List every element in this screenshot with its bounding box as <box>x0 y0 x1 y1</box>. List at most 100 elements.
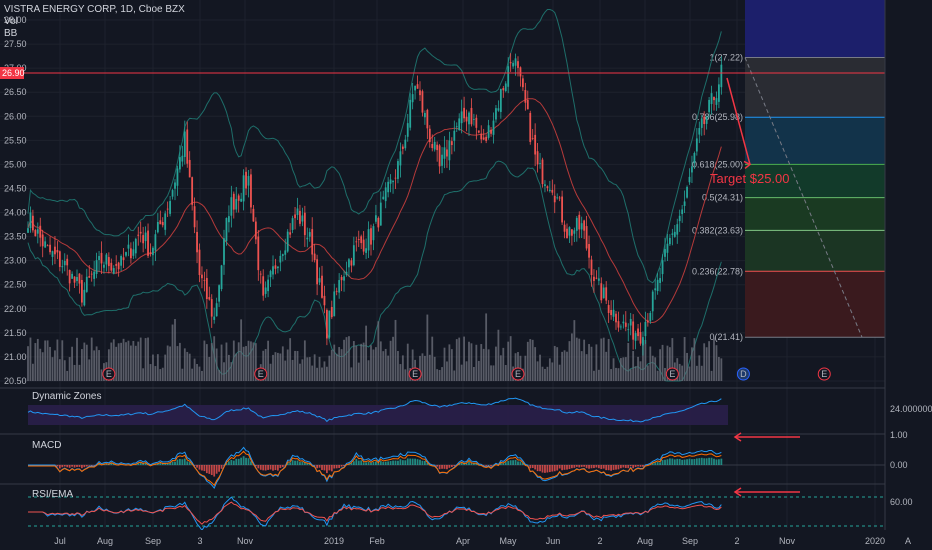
candle-body <box>201 274 203 279</box>
macd-histogram-bar <box>230 459 233 465</box>
fibonacci-retracement[interactable]: 1(27.22) 0.786(25.98) 0.618(25.00) 0.5(24.3… <box>692 0 885 342</box>
candle-body <box>308 232 311 237</box>
candle-body <box>624 322 627 327</box>
volume-bar <box>490 365 492 381</box>
macd-histogram-bar <box>519 461 522 465</box>
candle-body <box>181 155 184 162</box>
volume-bar <box>235 353 238 381</box>
auto-scale-button[interactable]: A <box>905 536 911 546</box>
macd-histogram-bar <box>620 465 622 469</box>
candle-body <box>348 259 350 268</box>
candle-body <box>36 229 39 234</box>
candle-body <box>446 149 448 157</box>
macd-histogram-bar <box>299 462 301 465</box>
volume-bar <box>536 361 539 381</box>
candle-body <box>76 276 78 282</box>
candle-body <box>544 184 546 187</box>
candle-body <box>335 290 338 292</box>
candle-body <box>514 58 517 66</box>
candle-body <box>659 278 661 283</box>
volume-bar <box>622 357 625 381</box>
macd-label[interactable]: MACD <box>32 440 61 451</box>
candle-body <box>27 228 29 233</box>
volume-bar <box>370 345 372 381</box>
volume-bar <box>450 349 453 381</box>
macd-histogram-bar <box>450 465 453 468</box>
candle-body <box>230 197 233 216</box>
candle-body <box>713 96 715 101</box>
volume-bar <box>311 365 314 381</box>
volume-bar <box>254 343 257 381</box>
fib-label: 0.786(25.98) <box>692 112 743 122</box>
bb-legend[interactable]: BB <box>4 28 18 39</box>
macd-histogram-bar <box>83 465 86 468</box>
y-tick-label: 24.50 <box>4 183 27 193</box>
candle-body <box>218 285 220 302</box>
candle-body <box>414 85 416 91</box>
macd-histogram-bar <box>183 458 186 465</box>
candle-body <box>330 307 333 318</box>
candle-body <box>553 195 556 203</box>
candle-body <box>63 260 66 266</box>
dynamic-zones-label[interactable]: Dynamic Zones <box>32 391 101 402</box>
macd-histogram-bar <box>718 459 720 465</box>
rsi-ema-label[interactable]: RSI/EMA <box>32 489 73 500</box>
annotations[interactable] <box>0 72 885 169</box>
macd-histogram-bar <box>181 459 184 465</box>
volume-bar <box>355 345 358 381</box>
macd-histogram-bar <box>142 463 145 465</box>
candle-body <box>409 99 412 128</box>
candle-body <box>433 141 436 150</box>
macd-histogram-bar <box>534 465 537 470</box>
macd-histogram-bar <box>615 465 617 470</box>
macd-histogram-bar <box>375 461 377 465</box>
volume-bar <box>252 342 255 381</box>
candle-body <box>379 202 382 226</box>
target-label[interactable]: Target $25.00 <box>710 171 790 186</box>
candle-body <box>340 277 343 281</box>
macd-histogram-bar <box>571 465 573 469</box>
price-marker: 26.90 <box>2 68 25 78</box>
volume-bar <box>529 339 532 381</box>
macd-histogram-bar <box>340 465 343 467</box>
candle-body <box>627 329 630 331</box>
volume-bar <box>526 341 529 381</box>
macd-histogram-bar <box>201 465 203 471</box>
candle-body <box>622 321 625 324</box>
candle-body <box>455 126 458 128</box>
candle-body <box>299 210 301 224</box>
macd-histogram-bar <box>269 465 272 470</box>
volume-bar <box>215 348 218 381</box>
macd-histogram-bar <box>85 465 88 467</box>
candle-body <box>107 257 110 267</box>
macd-histogram-bar <box>144 462 147 465</box>
candle-body <box>29 212 32 229</box>
volume-bar <box>196 363 198 381</box>
candle-body <box>411 94 414 103</box>
candle-body <box>291 218 294 230</box>
volume-bar <box>159 369 162 381</box>
x-tick-label: Aug <box>637 536 653 546</box>
macd-histogram-bar <box>693 459 696 465</box>
macd-histogram-bar <box>343 465 345 467</box>
macd-histogram-bar <box>105 463 108 465</box>
volume-legend[interactable]: Vol <box>4 16 18 27</box>
candle-body <box>367 229 370 251</box>
volume-bar <box>269 363 272 381</box>
candle-body <box>333 291 336 317</box>
volume-bar <box>541 366 544 381</box>
macd-histogram-bar <box>651 463 654 465</box>
macd-histogram-bar <box>401 460 404 465</box>
volume-bar <box>284 360 287 381</box>
symbol-title[interactable]: VISTRA ENERGY CORP, 1D, Cboe BZX <box>4 4 185 15</box>
candle-body <box>281 254 284 256</box>
candle-body <box>343 276 345 281</box>
volume-bar <box>583 339 586 381</box>
candle-body <box>637 328 639 337</box>
candle-body <box>375 215 377 222</box>
volume-bar <box>313 354 316 381</box>
candle-body <box>580 223 583 230</box>
macd-histogram-bar <box>277 465 279 471</box>
